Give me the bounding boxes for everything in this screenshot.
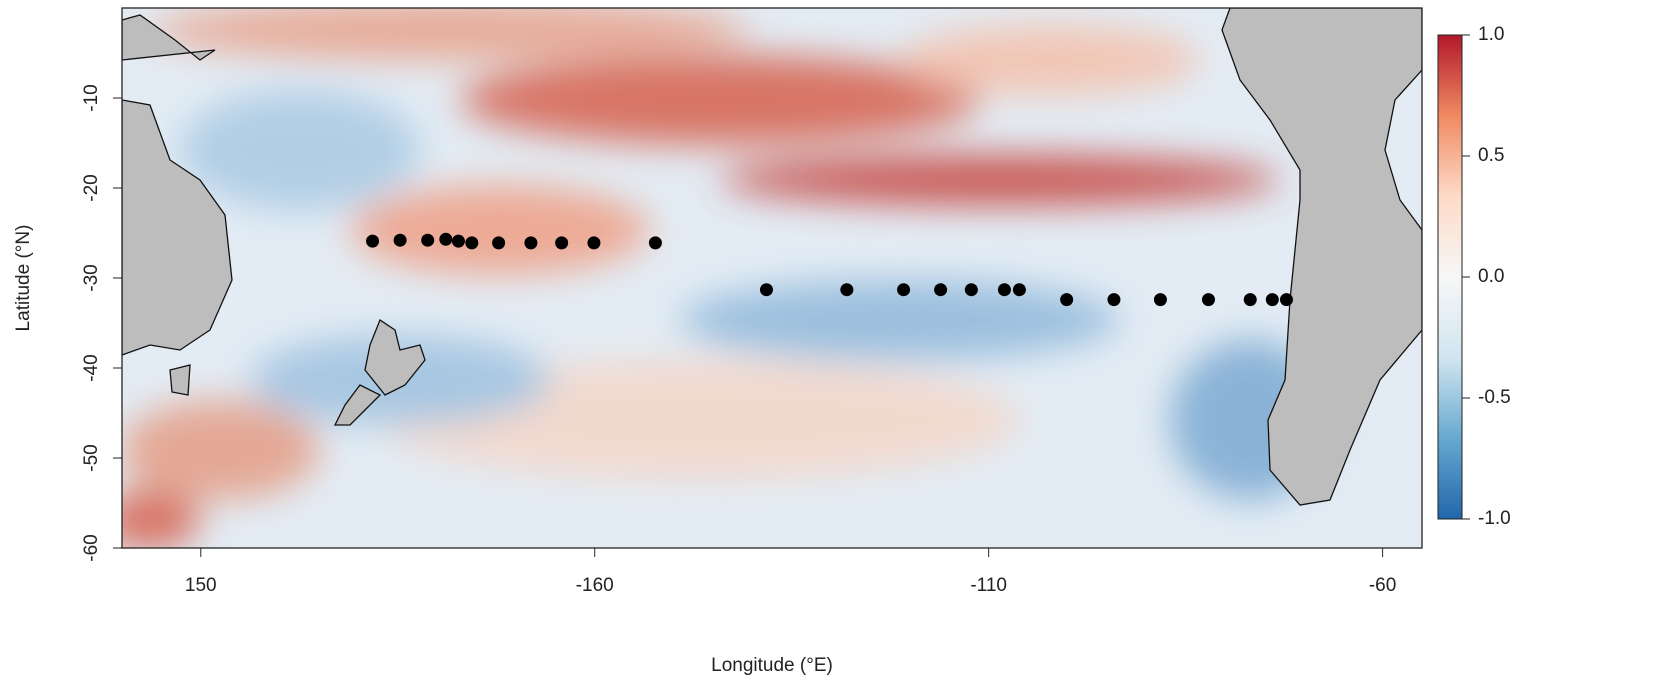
x-tick-label: 150 — [185, 575, 217, 596]
station-point — [439, 232, 453, 246]
x-tick-label: -60 — [1369, 575, 1396, 596]
y-tick-label: -40 — [81, 354, 102, 381]
station-point — [840, 283, 854, 297]
station-point — [1243, 293, 1257, 307]
y-axis-label: Latitude (°N) — [13, 225, 34, 332]
y-tick-label: -30 — [81, 264, 102, 291]
station-point — [1107, 293, 1121, 307]
station-point — [524, 236, 538, 250]
station-point — [555, 236, 569, 250]
y-tick-label: -10 — [81, 84, 102, 111]
colorbar-tick-label: -1.0 — [1478, 508, 1511, 529]
station-point — [393, 233, 407, 247]
station-point — [492, 236, 506, 250]
station-point — [421, 233, 435, 247]
station-point — [1153, 293, 1167, 307]
colorbar-tick-label: 1.0 — [1478, 24, 1504, 45]
station-point — [964, 283, 978, 297]
x-axis-label: Longitude (°E) — [711, 655, 833, 676]
y-tick-label: -60 — [81, 534, 102, 561]
station-point — [366, 234, 380, 248]
station-point — [934, 283, 948, 297]
y-tick-label: -20 — [81, 174, 102, 201]
station-point — [1279, 293, 1293, 307]
station-point — [759, 283, 773, 297]
colorbar — [1437, 34, 1463, 520]
station-point — [1201, 293, 1215, 307]
station-point — [648, 236, 662, 250]
colorbar-tick-label: -0.5 — [1478, 387, 1511, 408]
x-tick-label: -110 — [970, 575, 1007, 596]
station-point — [465, 236, 479, 250]
colorbar-tick-label: 0.0 — [1478, 266, 1504, 287]
station-point — [897, 283, 911, 297]
colorbar-tick-label: 0.5 — [1478, 145, 1504, 166]
station-point — [1012, 283, 1026, 297]
station-point — [587, 236, 601, 250]
station-point — [1060, 293, 1074, 307]
x-tick-label: -160 — [576, 575, 614, 596]
station-point — [1265, 293, 1279, 307]
station-point — [451, 234, 465, 248]
y-tick-label: -50 — [81, 444, 102, 471]
sst-field — [122, 8, 1422, 548]
station-point — [997, 283, 1011, 297]
